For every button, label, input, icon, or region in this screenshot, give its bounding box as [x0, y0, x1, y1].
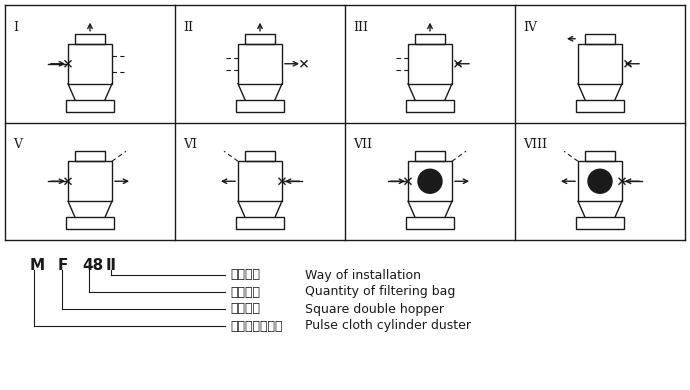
Bar: [66, 100, 114, 112]
Bar: [585, 34, 615, 44]
Bar: [576, 217, 624, 229]
Circle shape: [588, 169, 612, 193]
Circle shape: [418, 169, 442, 193]
Text: 滤袋数量: 滤袋数量: [230, 285, 260, 298]
Text: III: III: [353, 21, 368, 34]
Text: Way of installation: Way of installation: [305, 268, 421, 282]
Bar: [406, 100, 454, 112]
Bar: [578, 161, 622, 201]
Text: Square double hopper: Square double hopper: [305, 303, 444, 316]
Text: Quantity of filtering bag: Quantity of filtering bag: [305, 285, 455, 298]
Text: II: II: [183, 21, 193, 34]
Text: V: V: [13, 138, 22, 151]
Bar: [408, 161, 452, 201]
Bar: [578, 44, 622, 84]
Bar: [245, 151, 275, 161]
Bar: [415, 34, 445, 44]
Bar: [585, 151, 615, 161]
Text: 脉冲布筒滤尘器: 脉冲布筒滤尘器: [230, 319, 282, 333]
Bar: [75, 34, 105, 44]
Text: M: M: [30, 258, 45, 273]
Bar: [75, 151, 105, 161]
Text: 安装形式: 安装形式: [230, 268, 260, 282]
Text: VII: VII: [353, 138, 372, 151]
Text: 方型双斗: 方型双斗: [230, 303, 260, 316]
Bar: [236, 100, 284, 112]
Bar: [245, 34, 275, 44]
Bar: [66, 217, 114, 229]
Text: 48: 48: [82, 258, 104, 273]
Bar: [238, 44, 282, 84]
Text: VI: VI: [183, 138, 197, 151]
Bar: [68, 44, 112, 84]
Text: Pulse cloth cylinder duster: Pulse cloth cylinder duster: [305, 319, 471, 333]
Bar: [415, 151, 445, 161]
Bar: [68, 161, 112, 201]
Bar: [238, 161, 282, 201]
Text: F: F: [58, 258, 68, 273]
Bar: [236, 217, 284, 229]
Bar: [408, 44, 452, 84]
Text: Ⅱ: Ⅱ: [106, 258, 116, 273]
Bar: [406, 217, 454, 229]
Text: VIII: VIII: [523, 138, 547, 151]
Text: I: I: [13, 21, 18, 34]
Bar: [576, 100, 624, 112]
Text: IV: IV: [523, 21, 537, 34]
